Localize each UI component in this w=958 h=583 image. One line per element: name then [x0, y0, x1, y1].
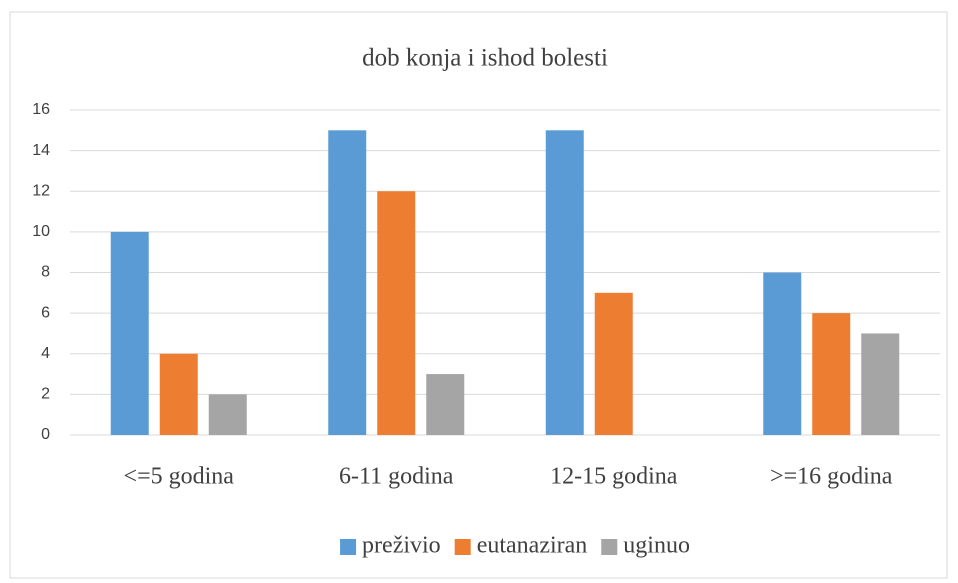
y-tick-label: 6 — [41, 304, 50, 321]
y-tick-label: 0 — [41, 426, 50, 443]
legend-label: eutanaziran — [477, 533, 588, 559]
bar — [208, 394, 247, 435]
x-tick-label: 6-11 godina — [339, 464, 454, 490]
bar — [545, 130, 584, 435]
x-tick-label: <=5 godina — [124, 464, 235, 490]
bar — [159, 353, 198, 435]
y-tick-label: 8 — [41, 264, 50, 281]
bar — [812, 313, 851, 435]
y-tick-label: 10 — [32, 223, 50, 240]
bar — [328, 130, 367, 435]
x-tick-label: 12-15 godina — [550, 464, 678, 490]
chart-border — [9, 11, 948, 579]
y-tick-label: 16 — [32, 101, 50, 118]
y-tick-label: 12 — [32, 182, 50, 199]
legend-swatch — [601, 539, 618, 555]
bar — [594, 292, 633, 435]
bar — [110, 231, 149, 435]
bar — [426, 374, 465, 435]
legend-label: preživio — [362, 533, 441, 559]
bar — [377, 191, 416, 435]
legend-swatch — [340, 539, 357, 555]
bar — [861, 333, 900, 435]
y-tick-label: 2 — [41, 386, 50, 403]
x-tick-label: >=16 godina — [770, 464, 893, 490]
bar — [763, 272, 802, 435]
y-tick-label: 4 — [41, 345, 50, 362]
chart-title: dob konja i ishod bolesti — [362, 45, 608, 72]
legend-label: uginuo — [623, 533, 690, 559]
y-tick-label: 14 — [32, 142, 50, 159]
legend-swatch — [454, 539, 471, 555]
